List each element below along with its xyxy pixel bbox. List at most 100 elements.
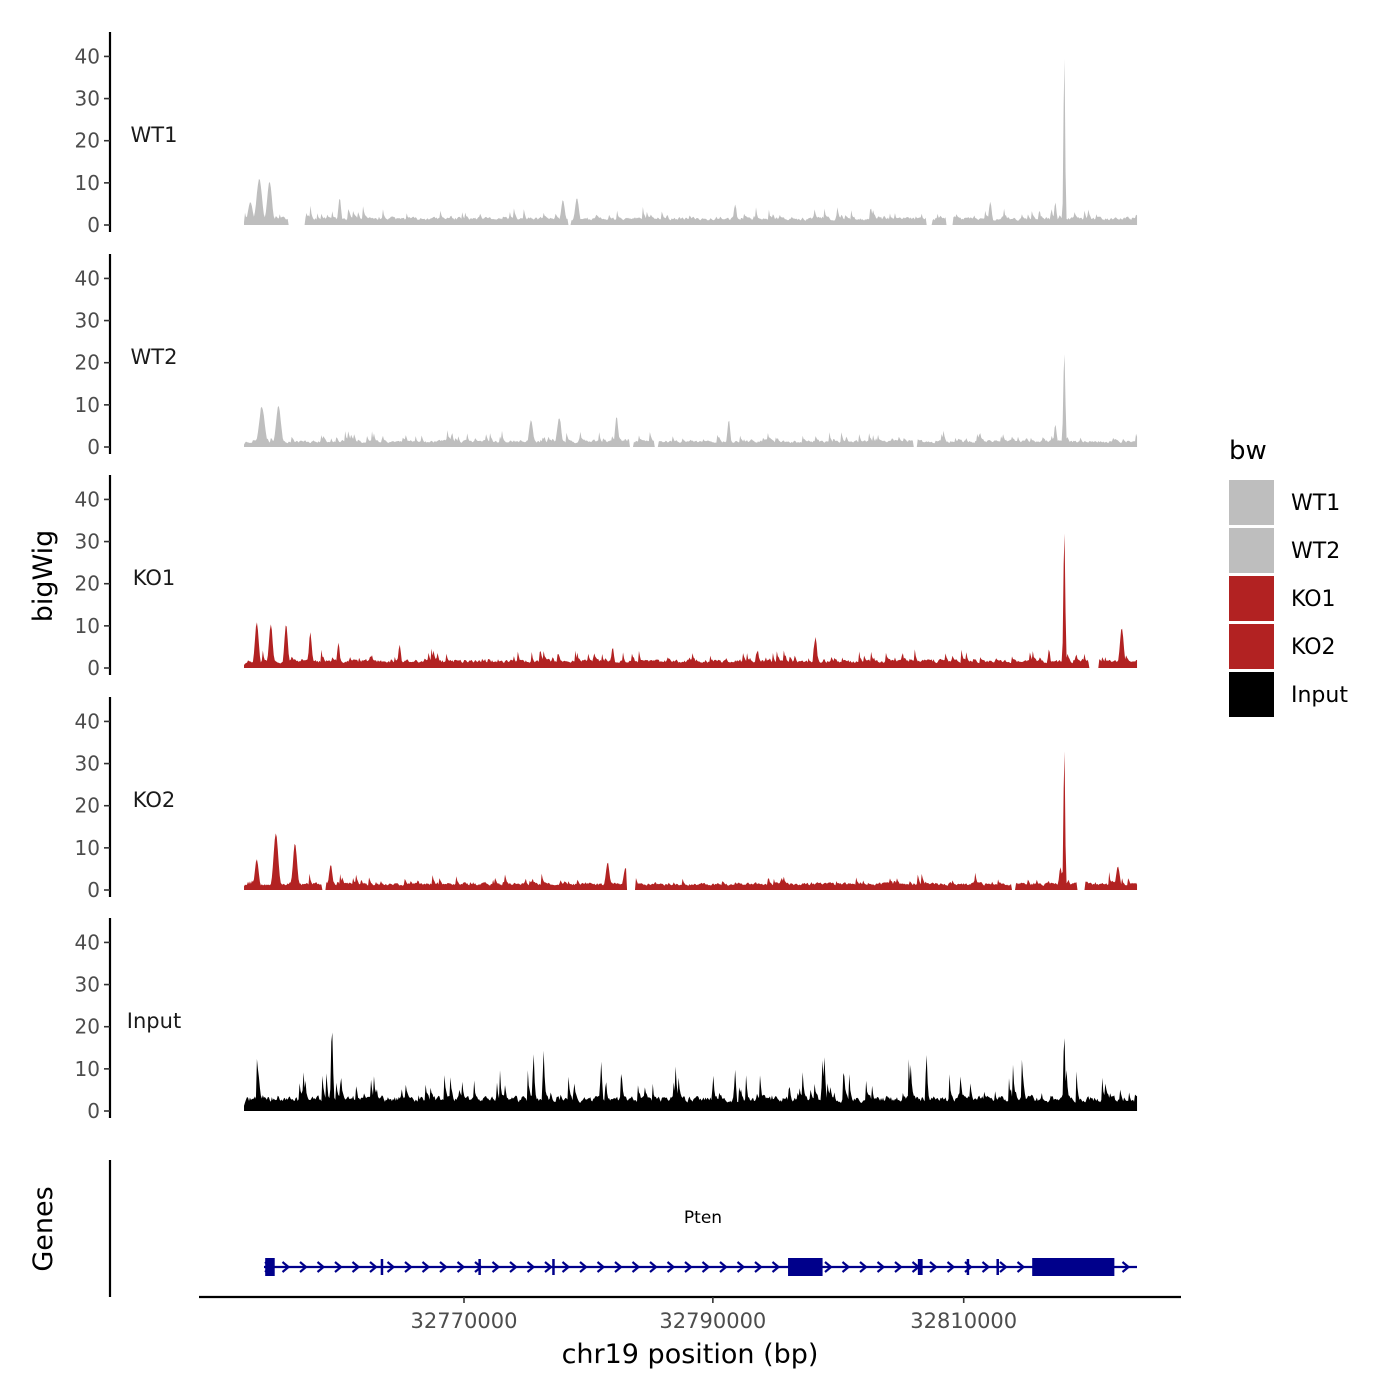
- track-input: 0 10 20 30 40 Input: [75, 918, 1138, 1123]
- signal-area-input: [244, 1032, 1138, 1111]
- strand-arrow-icon: [1121, 1261, 1131, 1273]
- legend-label: KO2: [1291, 635, 1336, 660]
- y-tick-label: 0: [87, 213, 100, 237]
- legend-swatch-input: [1229, 672, 1274, 717]
- track-label: Input: [127, 1009, 181, 1033]
- signal-area-ko1: [244, 533, 1138, 668]
- y-tick-label: 40: [75, 930, 100, 954]
- strand-arrow-icon: [999, 1261, 1008, 1273]
- strand-arrow-icon: [754, 1261, 763, 1273]
- strand-arrow-icon: [544, 1261, 553, 1273]
- gene-exon: [380, 1259, 384, 1275]
- y-tick-label: 30: [75, 752, 100, 776]
- legend-swatch-wt2: [1229, 528, 1274, 573]
- x-tick-label: 32790000: [659, 1309, 766, 1333]
- y-tick-label: 0: [87, 435, 100, 459]
- y-tick-label: 10: [75, 836, 100, 860]
- strand-arrow-icon: [684, 1261, 693, 1273]
- y-tick-label: 40: [75, 487, 100, 511]
- strand-arrow-icon: [771, 1261, 781, 1273]
- strand-arrow-icon: [474, 1261, 483, 1273]
- y-tick-label: 20: [75, 794, 100, 818]
- legend-swatch-ko2: [1229, 624, 1274, 669]
- y-tick-label: 30: [75, 309, 100, 333]
- y-tick-label: 40: [75, 44, 100, 68]
- gene-exon: [1032, 1258, 1115, 1276]
- legend: bw WT1 WT2 KO1 KO2 Input: [1229, 436, 1348, 717]
- strand-arrow-icon: [596, 1261, 606, 1273]
- strand-arrow-icon: [351, 1261, 361, 1273]
- strand-arrow-icon: [876, 1261, 886, 1273]
- strand-arrow-icon: [666, 1261, 676, 1273]
- signal-area-wt1: [244, 59, 1138, 225]
- y-tick-label: 20: [75, 129, 100, 153]
- strand-arrow-icon: [404, 1261, 413, 1273]
- strand-arrow-icon: [281, 1261, 291, 1273]
- strand-arrow-icon: [929, 1261, 938, 1273]
- genes-panel: Pten: [108, 1160, 1137, 1297]
- strand-arrow-icon: [456, 1261, 466, 1273]
- strand-arrow-icon: [824, 1261, 833, 1273]
- strand-arrow-icon: [981, 1261, 991, 1273]
- strand-arrow-icon: [719, 1261, 728, 1273]
- strand-arrow-icon: [841, 1261, 851, 1273]
- strand-arrow-icon: [439, 1261, 448, 1273]
- gene-exon: [917, 1259, 923, 1275]
- strand-arrow-icon: [299, 1261, 308, 1273]
- track-label: KO1: [133, 566, 176, 590]
- x-axis: 32770000 32790000 32810000: [199, 1295, 1181, 1333]
- y-tick-label: 0: [87, 1099, 100, 1123]
- y-tick-label: 30: [75, 530, 100, 554]
- strand-arrow-icon: [579, 1261, 588, 1273]
- strand-arrow-icon: [946, 1261, 956, 1273]
- x-axis-title: chr19 position (bp): [562, 1339, 819, 1370]
- strand-arrow-icon: [701, 1261, 711, 1273]
- gene-exon: [552, 1259, 555, 1275]
- track-label: WT1: [131, 123, 178, 147]
- gene-name-label: Pten: [684, 1208, 722, 1228]
- signal-area-wt2: [244, 354, 1138, 447]
- track-label: KO2: [133, 788, 176, 812]
- y-tick-label: 10: [75, 614, 100, 638]
- y-tick-label: 20: [75, 572, 100, 596]
- strand-arrow-icon: [649, 1261, 658, 1273]
- strand-arrow-icon: [421, 1261, 431, 1273]
- strand-arrow-icon: [736, 1261, 746, 1273]
- y-tick-label: 0: [87, 878, 100, 902]
- strand-arrow-icon: [334, 1261, 343, 1273]
- x-tick-label: 32810000: [910, 1309, 1017, 1333]
- strand-arrow-icon: [614, 1261, 623, 1273]
- legend-label: KO1: [1291, 587, 1336, 612]
- strand-arrow-icon: [509, 1261, 518, 1273]
- strand-arrow-icon: [1016, 1261, 1026, 1273]
- track-ko2: 0 10 20 30 40 KO2: [75, 697, 1138, 902]
- strand-arrow-icon: [859, 1261, 868, 1273]
- strand-arrow-icon: [526, 1261, 536, 1273]
- y-tick-label: 10: [75, 1057, 100, 1081]
- strand-arrow-icon: [386, 1261, 396, 1273]
- strand-arrow-icon: [316, 1261, 326, 1273]
- strand-arrow-icon: [561, 1261, 571, 1273]
- strand-arrow-icon: [369, 1261, 378, 1273]
- track-ko1: 0 10 20 30 40 KO1: [75, 475, 1138, 680]
- y-tick-label: 20: [75, 1015, 100, 1039]
- signal-area-ko2: [244, 751, 1138, 890]
- gene-exon: [996, 1259, 999, 1275]
- y-tick-label: 30: [75, 87, 100, 111]
- legend-label: WT2: [1291, 539, 1340, 564]
- strand-arrow-icon: [631, 1261, 641, 1273]
- legend-swatch-wt1: [1229, 480, 1274, 525]
- y-tick-label: 40: [75, 266, 100, 290]
- x-tick-label: 32770000: [411, 1309, 518, 1333]
- y-tick-label: 0: [87, 656, 100, 680]
- gene-exon: [966, 1259, 970, 1275]
- track-wt2: 0 10 20 30 40 WT2: [75, 254, 1138, 459]
- y-tick-label: 10: [75, 171, 100, 195]
- gene-exon: [265, 1258, 275, 1276]
- strand-arrow-icon: [491, 1261, 501, 1273]
- track-wt1: 0 10 20 30 40 WT1: [75, 32, 1138, 237]
- strand-arrow-icon: [894, 1261, 903, 1273]
- y-tick-label: 20: [75, 351, 100, 375]
- y-tick-label: 30: [75, 973, 100, 997]
